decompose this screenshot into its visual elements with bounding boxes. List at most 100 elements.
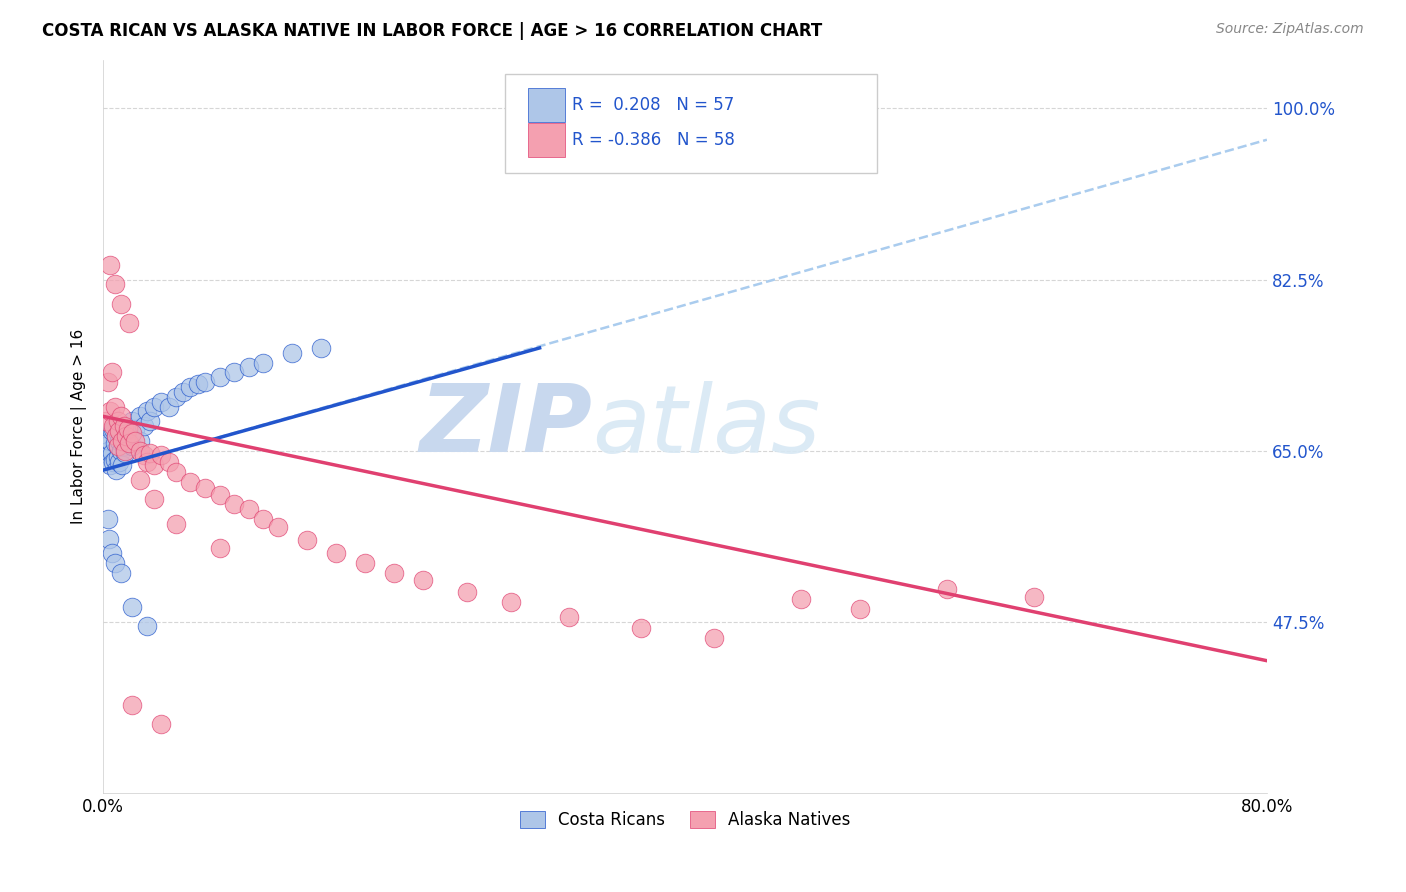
Point: [187, 377, 209, 392]
Point: [935, 582, 957, 597]
Point: [94, 414, 117, 428]
Point: [121, 698, 143, 712]
Point: [107, 439, 129, 453]
Point: [118, 317, 141, 331]
Point: [100, 404, 122, 418]
Point: [124, 434, 146, 448]
Point: [103, 455, 125, 469]
Point: [117, 422, 139, 436]
Point: [252, 512, 274, 526]
Point: [252, 355, 274, 369]
Point: [281, 346, 304, 360]
Point: [121, 425, 143, 440]
Point: [111, 458, 134, 473]
FancyBboxPatch shape: [529, 88, 565, 122]
Point: [105, 429, 128, 443]
Point: [124, 422, 146, 436]
Point: [114, 445, 136, 459]
Point: [110, 443, 132, 458]
Point: [115, 429, 138, 443]
Point: [121, 414, 143, 428]
Point: [139, 414, 162, 428]
Point: [104, 277, 127, 292]
Point: [108, 455, 131, 469]
Point: [101, 546, 124, 560]
Point: [412, 573, 434, 587]
Point: [104, 400, 127, 414]
Point: [311, 341, 333, 355]
Point: [135, 455, 157, 469]
Point: [194, 375, 217, 389]
Point: [100, 434, 122, 448]
Point: [101, 365, 124, 379]
Point: [110, 409, 132, 424]
Point: [112, 419, 135, 434]
Point: [557, 609, 579, 624]
Point: [456, 585, 478, 599]
Point: [104, 435, 127, 450]
Point: [110, 424, 132, 438]
Point: [238, 502, 260, 516]
Point: [108, 434, 131, 448]
FancyBboxPatch shape: [529, 123, 565, 157]
Point: [790, 592, 813, 607]
Point: [165, 390, 187, 404]
Point: [150, 394, 173, 409]
Point: [104, 556, 127, 570]
Point: [132, 449, 155, 463]
Point: [108, 424, 131, 438]
Point: [101, 445, 124, 459]
Point: [115, 429, 138, 443]
Text: atlas: atlas: [592, 381, 820, 472]
Point: [179, 475, 201, 489]
Point: [208, 487, 231, 501]
Text: R = -0.386   N = 58: R = -0.386 N = 58: [572, 131, 735, 149]
Point: [238, 360, 260, 375]
Point: [103, 419, 125, 434]
Point: [98, 532, 121, 546]
Point: [499, 595, 522, 609]
Text: Source: ZipAtlas.com: Source: ZipAtlas.com: [1216, 22, 1364, 37]
Point: [97, 443, 120, 458]
Point: [128, 434, 150, 448]
Point: [100, 258, 122, 272]
Point: [325, 546, 347, 560]
Point: [150, 717, 173, 731]
Point: [157, 455, 180, 469]
Point: [224, 365, 246, 379]
Point: [97, 375, 120, 389]
FancyBboxPatch shape: [505, 74, 877, 173]
Point: [132, 419, 155, 434]
Point: [101, 424, 124, 438]
Point: [97, 512, 120, 526]
Point: [118, 435, 141, 450]
Text: ZIP: ZIP: [419, 380, 592, 472]
Point: [382, 566, 405, 580]
Point: [105, 463, 128, 477]
Point: [224, 497, 246, 511]
Point: [135, 619, 157, 633]
Point: [267, 520, 290, 534]
Point: [94, 439, 117, 453]
Legend: Costa Ricans, Alaska Natives: Costa Ricans, Alaska Natives: [513, 804, 858, 836]
Point: [150, 449, 173, 463]
Point: [104, 453, 127, 467]
Point: [179, 380, 201, 394]
Point: [630, 622, 652, 636]
Point: [110, 297, 132, 311]
Point: [110, 566, 132, 580]
Point: [172, 384, 194, 399]
Point: [107, 450, 129, 465]
Point: [107, 439, 129, 453]
Point: [114, 443, 136, 458]
Point: [143, 458, 166, 473]
Point: [157, 400, 180, 414]
Point: [121, 599, 143, 614]
Point: [139, 445, 162, 459]
Point: [143, 400, 166, 414]
Point: [208, 370, 231, 384]
Point: [848, 602, 870, 616]
Point: [105, 429, 128, 443]
Point: [143, 492, 166, 507]
Point: [112, 439, 135, 453]
